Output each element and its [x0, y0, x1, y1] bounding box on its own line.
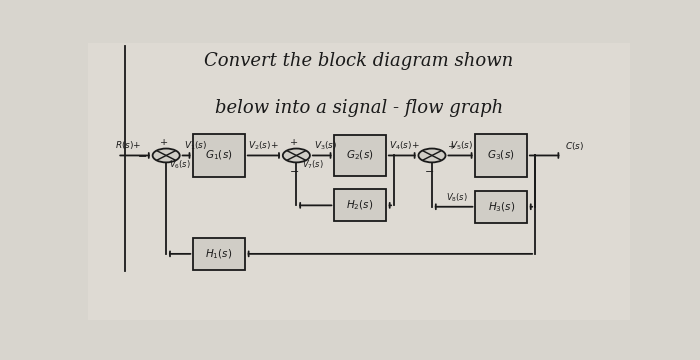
Text: $V_6(s)$: $V_6(s)$	[169, 158, 191, 171]
Text: +: +	[290, 138, 298, 147]
Text: Convert the block diagram shown: Convert the block diagram shown	[204, 51, 513, 69]
Text: $G_1(s)$: $G_1(s)$	[205, 149, 233, 162]
Text: $V_5(s)$: $V_5(s)$	[450, 140, 473, 152]
Text: −: −	[290, 167, 299, 176]
Bar	[475, 134, 527, 177]
Bar	[335, 135, 386, 176]
Text: $C(s)$: $C(s)$	[565, 140, 584, 152]
Text: below into a signal - flow graph: below into a signal - flow graph	[215, 99, 503, 117]
Bar	[193, 134, 245, 177]
Text: −: −	[425, 167, 435, 176]
Text: $V_2(s)$+: $V_2(s)$+	[248, 140, 279, 152]
Text: $G_3(s)$: $G_3(s)$	[487, 149, 515, 162]
Text: $R(s)$+: $R(s)$+	[115, 139, 141, 151]
Text: $V_4(s)$+: $V_4(s)$+	[389, 140, 419, 152]
Text: $H_3(s)$: $H_3(s)$	[487, 200, 514, 213]
Text: $V_1(s)$: $V_1(s)$	[184, 140, 207, 152]
Text: $V_8(s)$: $V_8(s)$	[445, 192, 468, 204]
Text: $G_2(s)$: $G_2(s)$	[346, 149, 374, 162]
Circle shape	[153, 149, 180, 162]
Text: $H_1(s)$: $H_1(s)$	[205, 247, 232, 261]
Text: $V_3(s)$: $V_3(s)$	[314, 140, 337, 152]
Text: +: +	[448, 142, 456, 151]
Circle shape	[419, 149, 446, 162]
Bar	[193, 238, 245, 270]
Text: +: +	[160, 138, 168, 147]
Circle shape	[283, 149, 310, 162]
Bar	[335, 189, 386, 221]
Bar	[475, 191, 527, 223]
Text: −: −	[138, 152, 148, 162]
Text: $V_7(s)$: $V_7(s)$	[302, 158, 323, 171]
Text: $H_2(s)$: $H_2(s)$	[346, 199, 374, 212]
